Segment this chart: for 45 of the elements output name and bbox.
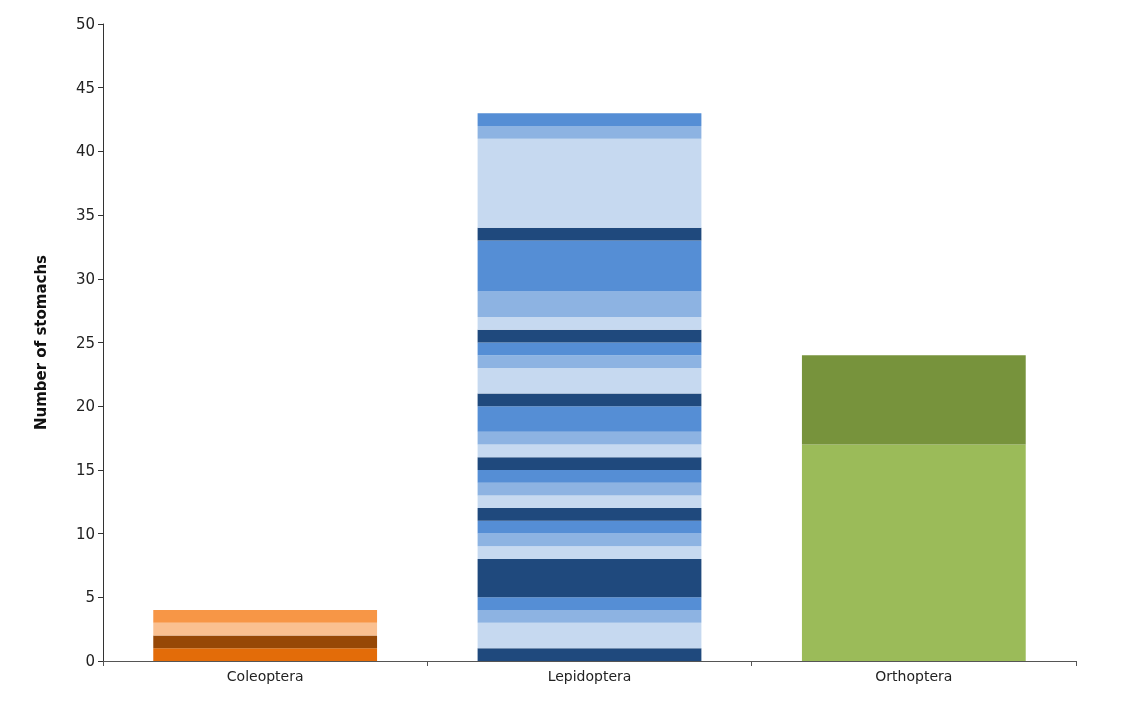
x-tick-label: Orthoptera [875, 668, 953, 684]
y-tick-label: 10 [75, 524, 95, 543]
bar [477, 138, 702, 228]
x-tick-label: Coleoptera [226, 668, 304, 684]
bar [801, 444, 1026, 661]
bar [477, 469, 702, 483]
bar [477, 125, 702, 139]
bar [477, 367, 702, 394]
bar [477, 431, 702, 445]
y-tick-label: 35 [75, 206, 95, 225]
y-tick-label: 50 [75, 15, 95, 33]
bar [477, 559, 702, 598]
bar [153, 622, 378, 636]
bar [477, 227, 702, 241]
bar [477, 444, 702, 458]
y-tick-label: 5 [85, 588, 95, 607]
y-tick-label: 30 [75, 269, 95, 288]
y-tick-label: 20 [75, 397, 95, 416]
y-tick-label: 40 [75, 142, 95, 161]
bar [477, 240, 702, 292]
bar [477, 457, 702, 470]
y-axis-title: Number of stomachs [31, 254, 50, 431]
bar [153, 610, 378, 623]
y-tick-label: 15 [75, 460, 95, 479]
bar [477, 291, 702, 318]
bar [477, 113, 702, 126]
bar [477, 520, 702, 534]
bar [153, 648, 378, 661]
x-tick-label: Lepidoptera [547, 668, 632, 684]
bar [801, 355, 1026, 445]
y-tick-label: 45 [75, 78, 95, 97]
bar [153, 635, 378, 649]
y-tick-label: 0 [85, 652, 95, 670]
bar [477, 546, 702, 560]
bar [477, 508, 702, 521]
bar [477, 355, 702, 368]
bar [477, 406, 702, 432]
y-tick-label: 25 [75, 333, 95, 352]
bar [477, 393, 702, 407]
bar [477, 317, 702, 330]
bar [477, 342, 702, 356]
bar [477, 495, 702, 509]
bar [477, 533, 702, 547]
bar [477, 329, 702, 343]
bar [477, 482, 702, 496]
